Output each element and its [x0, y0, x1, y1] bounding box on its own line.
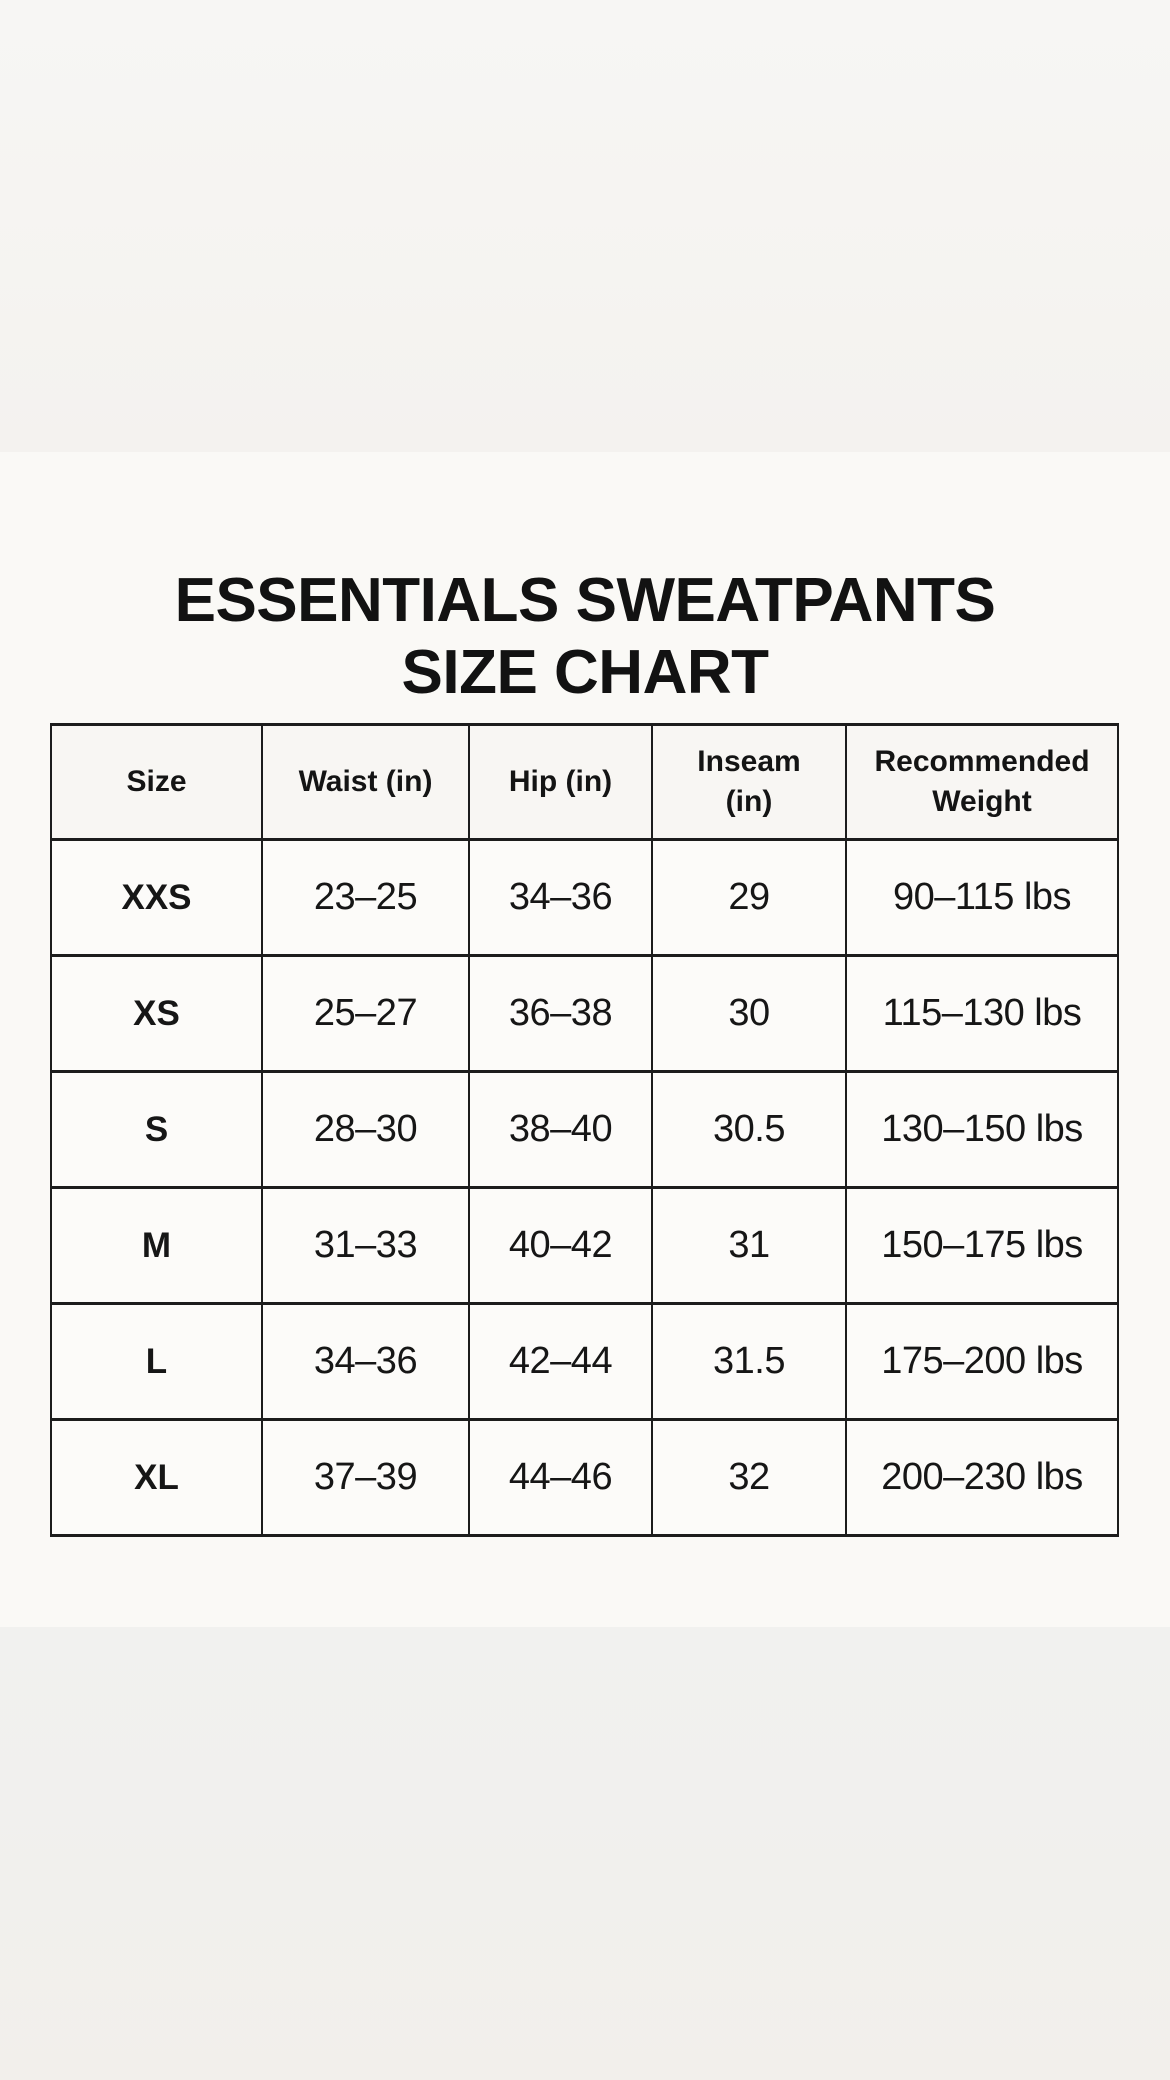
cell-waist: 34–36 [261, 1302, 470, 1421]
page-title-line1: ESSENTIALS SWEATPANTS [174, 565, 996, 635]
cell-inseam: 30.5 [651, 1070, 847, 1189]
header-recommended-weight: Recommended Weight [845, 723, 1119, 841]
cell-inseam: 31.5 [651, 1302, 847, 1421]
cell-waist: 37–39 [261, 1418, 470, 1537]
cell-weight: 175–200 lbs [845, 1302, 1119, 1421]
cell-size: XL [50, 1418, 263, 1537]
cell-hip: 38–40 [468, 1070, 653, 1189]
table-row-xl: XL 37–39 44–46 32 200–230 lbs [50, 1418, 1119, 1537]
cell-size: S [50, 1070, 263, 1189]
page-title: ESSENTIALS SWEATPANTS SIZE CHART [0, 565, 1170, 709]
table-row-xxs: XXS 23–25 34–36 29 90–115 lbs [50, 838, 1119, 957]
cell-inseam: 31 [651, 1186, 847, 1305]
cell-size: M [50, 1186, 263, 1305]
header-size: Size [50, 723, 263, 841]
cell-size: L [50, 1302, 263, 1421]
header-hip: Hip (in) [468, 723, 653, 841]
cell-weight: 150–175 lbs [845, 1186, 1119, 1305]
cell-size: XS [50, 954, 263, 1073]
cell-hip: 36–38 [468, 954, 653, 1073]
cell-hip: 34–36 [468, 838, 653, 957]
cell-waist: 25–27 [261, 954, 470, 1073]
header-waist: Waist (in) [261, 723, 470, 841]
cell-weight: 200–230 lbs [845, 1418, 1119, 1537]
cell-waist: 31–33 [261, 1186, 470, 1305]
table-row-xs: XS 25–27 36–38 30 115–130 lbs [50, 954, 1119, 1073]
cell-weight: 90–115 lbs [845, 838, 1119, 957]
page-title-line2: SIZE CHART [401, 637, 770, 707]
table-row-l: L 34–36 42–44 31.5 175–200 lbs [50, 1302, 1119, 1421]
cell-size: XXS [50, 838, 263, 957]
cell-inseam: 32 [651, 1418, 847, 1537]
header-inseam: Inseam (in) [651, 723, 847, 841]
table-row-s: S 28–30 38–40 30.5 130–150 lbs [50, 1070, 1119, 1189]
cell-inseam: 29 [651, 838, 847, 957]
cell-weight: 130–150 lbs [845, 1070, 1119, 1189]
bottom-background-band [0, 1627, 1170, 2080]
cell-weight: 115–130 lbs [845, 954, 1119, 1073]
table-row-m: M 31–33 40–42 31 150–175 lbs [50, 1186, 1119, 1305]
size-chart-table: Size Waist (in) Hip (in) Inseam (in) Rec… [50, 723, 1119, 1537]
table-header-row: Size Waist (in) Hip (in) Inseam (in) Rec… [50, 723, 1119, 841]
cell-hip: 44–46 [468, 1418, 653, 1537]
cell-waist: 28–30 [261, 1070, 470, 1189]
cell-hip: 42–44 [468, 1302, 653, 1421]
cell-hip: 40–42 [468, 1186, 653, 1305]
top-background-band [0, 0, 1170, 452]
cell-waist: 23–25 [261, 838, 470, 957]
cell-inseam: 30 [651, 954, 847, 1073]
